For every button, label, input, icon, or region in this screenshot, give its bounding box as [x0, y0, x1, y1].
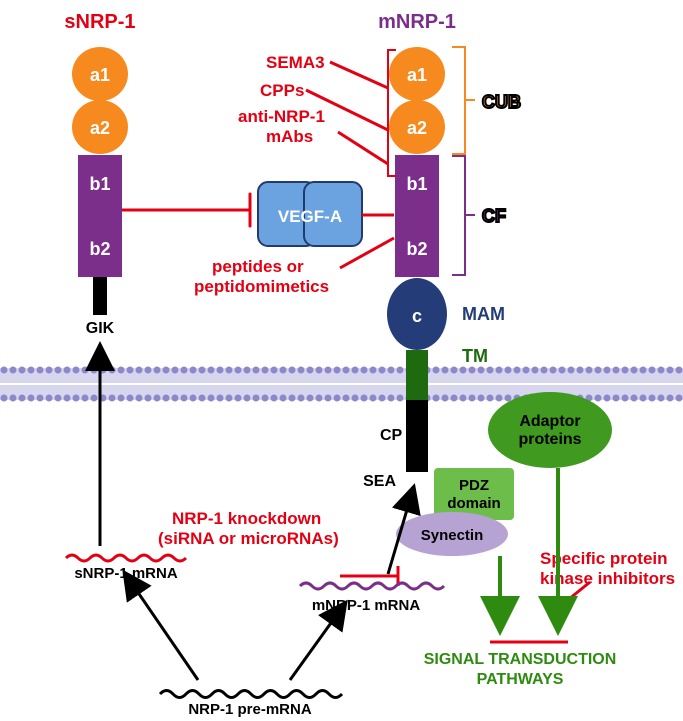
mnrp-column: mNRP-1 a1 a2 b1 b2 c MAM TM CP SEA	[363, 11, 505, 490]
mmrna-label: mNRP-1 mRNA	[312, 597, 421, 614]
mnrp-mrna-wave	[300, 583, 444, 589]
mnrp-b2-label: b2	[406, 239, 427, 259]
syn-label: Synectin	[421, 527, 484, 544]
sema-label: SEMA3	[266, 53, 325, 72]
snrp-a2-label: a2	[90, 118, 110, 138]
red-interventions	[122, 62, 590, 642]
snrp-mrna-wave	[66, 555, 186, 561]
sig1-label: SIGNAL TRANSDUCTION	[424, 651, 617, 668]
cf-label: CF	[482, 206, 506, 226]
nrp1-diagram: sNRP-1 a1 a2 b1 b2 GIK mNRP-1 a1 a2 b1 b…	[0, 0, 683, 721]
c-label: c	[412, 306, 422, 326]
adapt1-label: Adaptor	[519, 413, 580, 430]
sig2-label: PATHWAYS	[477, 671, 564, 688]
vegf-a: VEGF-A	[258, 182, 362, 246]
adapt2-label: proteins	[518, 431, 581, 448]
anti2-label: mAbs	[266, 127, 313, 146]
anti1-label: anti-NRP-1	[238, 107, 325, 126]
mnrp-title: mNRP-1	[378, 11, 456, 33]
cpps-label: CPPs	[260, 81, 304, 100]
pep2-label: peptidomimetics	[194, 277, 329, 296]
gik-label: GIK	[86, 320, 115, 337]
kd1-label: NRP-1 knockdown	[172, 509, 321, 528]
tm-domain	[406, 350, 428, 400]
sea-label: SEA	[363, 473, 396, 490]
pre-label: NRP-1 pre-mRNA	[188, 701, 312, 718]
mnrp-a1-label: a1	[407, 65, 427, 85]
snrp-a1-label: a1	[90, 65, 110, 85]
cp-domain	[406, 400, 428, 472]
intracellular-complex: Adaptor proteins PDZ domain Synectin	[396, 392, 612, 556]
mnrp-a2-label: a2	[407, 118, 427, 138]
snrp-column: sNRP-1 a1 a2 b1 b2 GIK	[64, 11, 135, 337]
membrane	[0, 367, 683, 402]
pdz2-label: domain	[447, 495, 500, 512]
snrp-b1-label: b1	[89, 174, 110, 194]
kin2-label: kinase inhibitors	[540, 569, 675, 588]
snrp-b2-label: b2	[89, 239, 110, 259]
mam-label: MAM	[462, 304, 505, 324]
vegf-label: VEGF-A	[278, 207, 342, 226]
pre-mrna-wave	[160, 691, 342, 698]
cub-label: CUB	[482, 92, 521, 112]
snrp-gik-tail	[93, 277, 107, 315]
pdz1-label: PDZ	[459, 477, 489, 494]
cp-label: CP	[380, 427, 403, 444]
snrp-title: sNRP-1	[64, 11, 135, 33]
mnrp-b1-label: b1	[406, 174, 427, 194]
pep1-label: peptides or	[212, 257, 304, 276]
tm-label: TM	[462, 346, 488, 366]
adaptor-ellipse	[488, 392, 612, 468]
kd2-label: (siRNA or microRNAs)	[158, 529, 339, 548]
